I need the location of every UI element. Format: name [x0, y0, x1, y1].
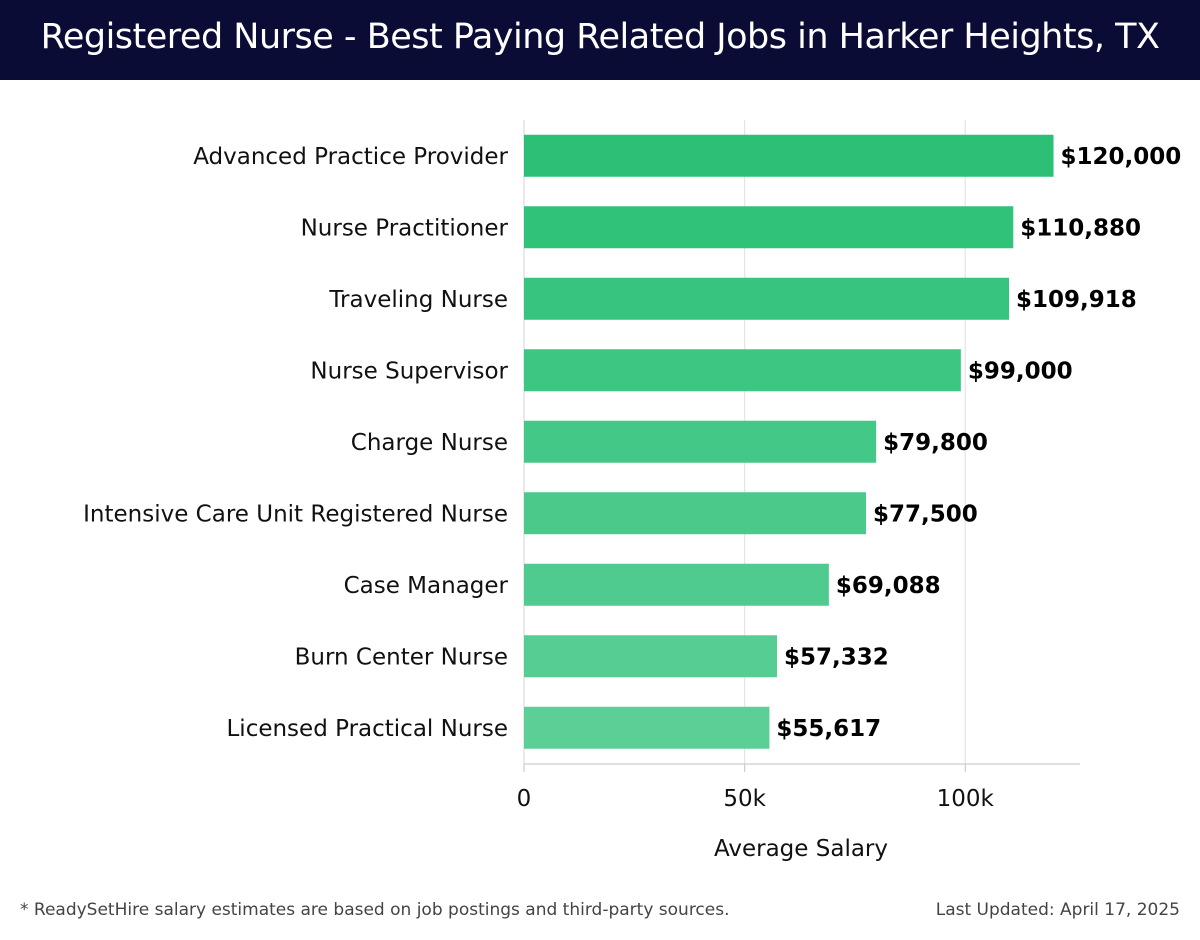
bar-8 [524, 706, 770, 749]
x-tick-label-2: 100k [937, 786, 995, 812]
bar-3 [524, 349, 961, 392]
salary-bar-chart: 0 50k 100k Advanced Practice Provider $120,… [83, 120, 1181, 862]
value-label-6: $69,088 [836, 573, 941, 599]
bars [524, 134, 1054, 749]
chart-title: Registered Nurse - Best Paying Related J… [40, 17, 1160, 57]
bar-0 [524, 134, 1054, 177]
value-label-0: $120,000 [1061, 144, 1182, 170]
x-tick-label-0: 0 [517, 786, 532, 812]
footer-note: * ReadySetHire salary estimates are base… [20, 900, 730, 920]
labels: Advanced Practice Provider $120,000 Nurse … [83, 144, 1181, 742]
chart-header: Registered Nurse - Best Paying Related J… [0, 0, 1200, 80]
category-label-2: Traveling Nurse [328, 287, 508, 313]
category-label-7: Burn Center Nurse [295, 644, 508, 670]
category-label-8: Licensed Practical Nurse [226, 716, 508, 742]
bar-5 [524, 492, 866, 535]
value-label-4: $79,800 [883, 430, 988, 456]
bar-6 [524, 563, 829, 606]
category-label-0: Advanced Practice Provider [193, 144, 508, 170]
bar-2 [524, 277, 1010, 320]
x-axis-title: Average Salary [714, 836, 888, 862]
value-label-2: $109,918 [1016, 287, 1137, 313]
value-label-5: $77,500 [873, 501, 978, 527]
value-label-7: $57,332 [784, 644, 889, 670]
category-label-3: Nurse Supervisor [310, 358, 508, 384]
last-updated: Last Updated: April 17, 2025 [935, 900, 1180, 920]
category-label-6: Case Manager [344, 573, 509, 599]
category-label-4: Charge Nurse [351, 430, 508, 456]
bar-4 [524, 420, 877, 463]
x-tick-label-1: 50k [723, 786, 766, 812]
category-label-5: Intensive Care Unit Registered Nurse [83, 501, 508, 527]
value-label-8: $55,617 [776, 716, 881, 742]
category-label-1: Nurse Practitioner [301, 215, 509, 241]
value-label-3: $99,000 [968, 358, 1073, 384]
value-label-1: $110,880 [1020, 215, 1141, 241]
bar-7 [524, 635, 777, 678]
bar-1 [524, 206, 1014, 249]
